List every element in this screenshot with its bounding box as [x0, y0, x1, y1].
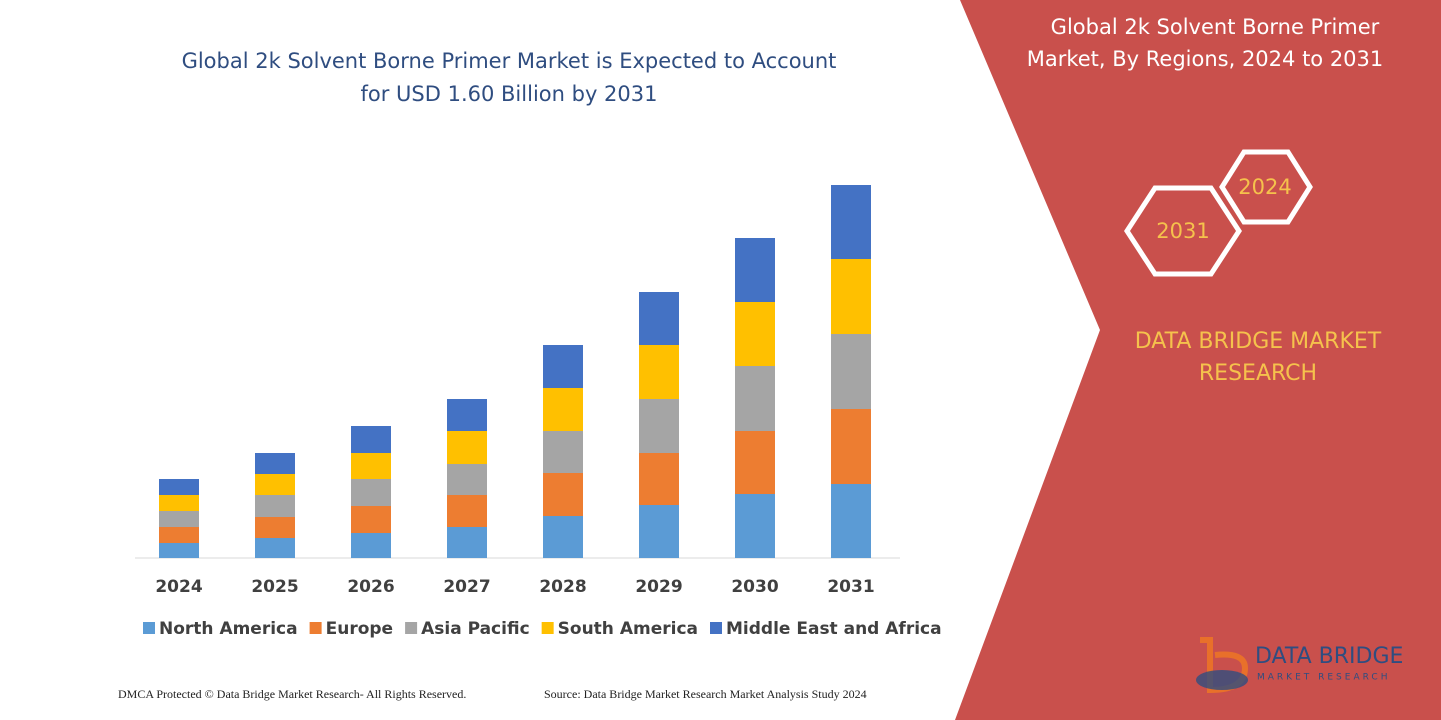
bar-segment: [735, 238, 775, 302]
legend-label: Middle East and Africa: [726, 619, 942, 639]
x-tick-label: 2027: [443, 577, 490, 597]
legend-label: South America: [558, 619, 698, 639]
bar-segment: [159, 527, 199, 543]
bar-segment: [255, 474, 295, 495]
brand: DATA BRIDGE MARKET: [1135, 329, 1382, 354]
bar-segment: [735, 431, 775, 494]
bar-segment: [543, 388, 583, 431]
chart-title: for USD 1.60 Billion by 2031: [361, 82, 658, 106]
bar-segment: [159, 511, 199, 527]
x-tick-label: 2025: [251, 577, 298, 597]
logo-mark: [1196, 670, 1248, 690]
bar-segment: [351, 453, 391, 479]
bar-segment: [159, 495, 199, 511]
hexagon: [1219, 149, 1313, 225]
logo-subtext: MARKET RESEARCH: [1257, 673, 1390, 683]
bar-segment: [639, 505, 679, 558]
bar-segment: [831, 259, 871, 334]
legend-swatch: [710, 622, 722, 634]
bar-segment: [735, 494, 775, 558]
bar-segment: [351, 426, 391, 453]
brand: RESEARCH: [1199, 361, 1317, 386]
bar-segment: [351, 533, 391, 558]
footer-left: DMCA Protected © Data Bridge Market Rese…: [118, 687, 466, 701]
panel-title: Global 2k Solvent Borne Primer: [1051, 15, 1380, 39]
panel-title: Market, By Regions, 2024 to 2031: [1027, 47, 1384, 71]
bar-segment: [447, 399, 487, 431]
logo-mark: [1200, 637, 1249, 694]
chart-title: Global 2k Solvent Borne Primer Market is…: [182, 49, 837, 73]
bar-segment: [735, 366, 775, 431]
bar-segment: [543, 473, 583, 516]
bar-segment: [543, 345, 583, 388]
bar-segment: [543, 516, 583, 558]
bar-segment: [255, 495, 295, 517]
bar-segment: [159, 543, 199, 558]
red-panel: [955, 0, 1441, 720]
bar-segment: [447, 495, 487, 527]
bar-segment: [447, 431, 487, 464]
legend-label: North America: [159, 619, 298, 639]
bar-segment: [831, 484, 871, 558]
legend-swatch: [541, 622, 554, 634]
hexagon: [1124, 185, 1242, 277]
bar-segment: [639, 399, 679, 453]
bar-segment: [255, 538, 295, 558]
bar-segment: [831, 185, 871, 259]
x-tick-label: 2031: [827, 577, 874, 597]
hex-label: 2024: [1238, 175, 1291, 199]
bar-segment: [735, 302, 775, 366]
bar-segment: [831, 334, 871, 409]
bar-segment: [447, 464, 487, 495]
bar-segment: [639, 345, 679, 399]
x-tick-label: 2030: [731, 577, 778, 597]
legend-swatch: [143, 622, 155, 634]
x-tick-label: 2029: [635, 577, 682, 597]
x-tick-label: 2024: [155, 577, 202, 597]
bar-segment: [351, 479, 391, 506]
legend-swatch: [309, 622, 322, 634]
bar-segment: [255, 517, 295, 538]
x-tick-label: 2028: [539, 577, 586, 597]
bar-segment: [639, 453, 679, 505]
legend-label: Europe: [326, 619, 393, 639]
hex-label: 2031: [1156, 219, 1209, 243]
footer-right: Source: Data Bridge Market Research Mark…: [544, 687, 867, 701]
bar-segment: [831, 409, 871, 484]
bar-segment: [543, 431, 583, 473]
x-tick-label: 2026: [347, 577, 394, 597]
legend-label: Asia Pacific: [421, 619, 530, 639]
bar-segment: [159, 479, 199, 495]
bar-segment: [351, 506, 391, 533]
legend-swatch: [405, 622, 418, 634]
bar-segment: [639, 292, 679, 345]
bar-segment: [255, 453, 295, 474]
bar-segment: [447, 527, 487, 558]
logo-text: DATA BRIDGE: [1255, 644, 1403, 669]
